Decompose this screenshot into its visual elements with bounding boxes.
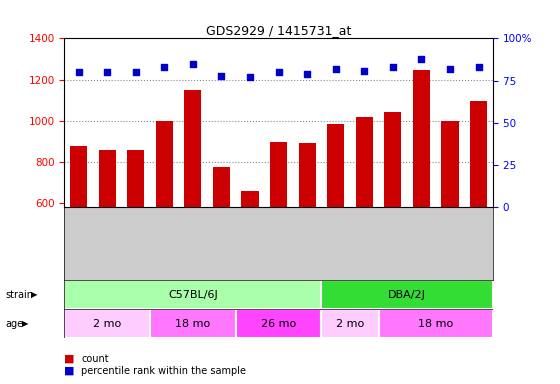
- Point: [217, 73, 226, 79]
- Bar: [213, 167, 230, 327]
- Bar: [384, 112, 402, 327]
- Bar: [184, 90, 202, 327]
- Bar: [321, 309, 379, 338]
- Text: ▶: ▶: [22, 319, 29, 328]
- Text: C57BL/6J: C57BL/6J: [168, 290, 218, 300]
- Text: ■: ■: [64, 366, 75, 376]
- Bar: [236, 309, 321, 338]
- Title: GDS2929 / 1415731_at: GDS2929 / 1415731_at: [206, 24, 351, 37]
- Bar: [70, 146, 87, 327]
- Text: count: count: [81, 354, 109, 364]
- Point: [417, 56, 426, 62]
- Point: [474, 64, 483, 70]
- Bar: [127, 150, 144, 327]
- Bar: [379, 309, 493, 338]
- Point: [388, 64, 397, 70]
- Point: [188, 61, 198, 67]
- Point: [131, 69, 140, 75]
- Point: [302, 71, 311, 77]
- Text: 26 mo: 26 mo: [261, 318, 296, 329]
- Bar: [321, 280, 493, 309]
- Bar: [64, 280, 321, 309]
- Point: [160, 64, 169, 70]
- Bar: [241, 191, 259, 327]
- Bar: [150, 309, 236, 338]
- Text: 18 mo: 18 mo: [175, 318, 211, 329]
- Bar: [298, 143, 316, 327]
- Bar: [441, 121, 459, 327]
- Text: DBA/2J: DBA/2J: [388, 290, 426, 300]
- Point: [446, 66, 455, 72]
- Bar: [413, 70, 430, 327]
- Bar: [156, 121, 173, 327]
- Text: ▶: ▶: [31, 290, 38, 299]
- Text: age: age: [6, 318, 24, 329]
- Bar: [356, 117, 373, 327]
- Bar: [327, 124, 344, 327]
- Point: [245, 74, 254, 80]
- Text: ■: ■: [64, 354, 75, 364]
- Point: [274, 69, 283, 75]
- Text: 2 mo: 2 mo: [93, 318, 122, 329]
- Text: 2 mo: 2 mo: [336, 318, 364, 329]
- Text: percentile rank within the sample: percentile rank within the sample: [81, 366, 246, 376]
- Text: 18 mo: 18 mo: [418, 318, 453, 329]
- Point: [74, 69, 83, 75]
- Point: [331, 66, 340, 72]
- Bar: [99, 150, 116, 327]
- Point: [360, 68, 368, 74]
- Bar: [270, 142, 287, 327]
- Point: [103, 69, 112, 75]
- Bar: [64, 309, 150, 338]
- Text: strain: strain: [6, 290, 34, 300]
- Bar: [470, 101, 487, 327]
